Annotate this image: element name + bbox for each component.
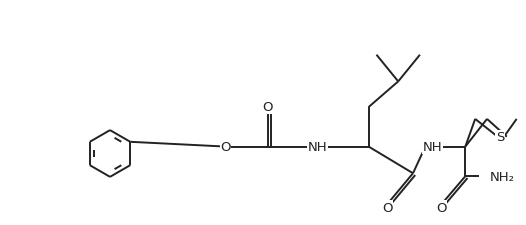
Text: NH: NH xyxy=(308,140,327,153)
Text: O: O xyxy=(382,201,392,214)
Text: O: O xyxy=(262,101,273,113)
Text: O: O xyxy=(220,140,231,153)
Text: O: O xyxy=(437,201,447,214)
Text: S: S xyxy=(495,130,504,144)
Text: NH: NH xyxy=(423,140,442,153)
Text: NH₂: NH₂ xyxy=(490,170,514,183)
